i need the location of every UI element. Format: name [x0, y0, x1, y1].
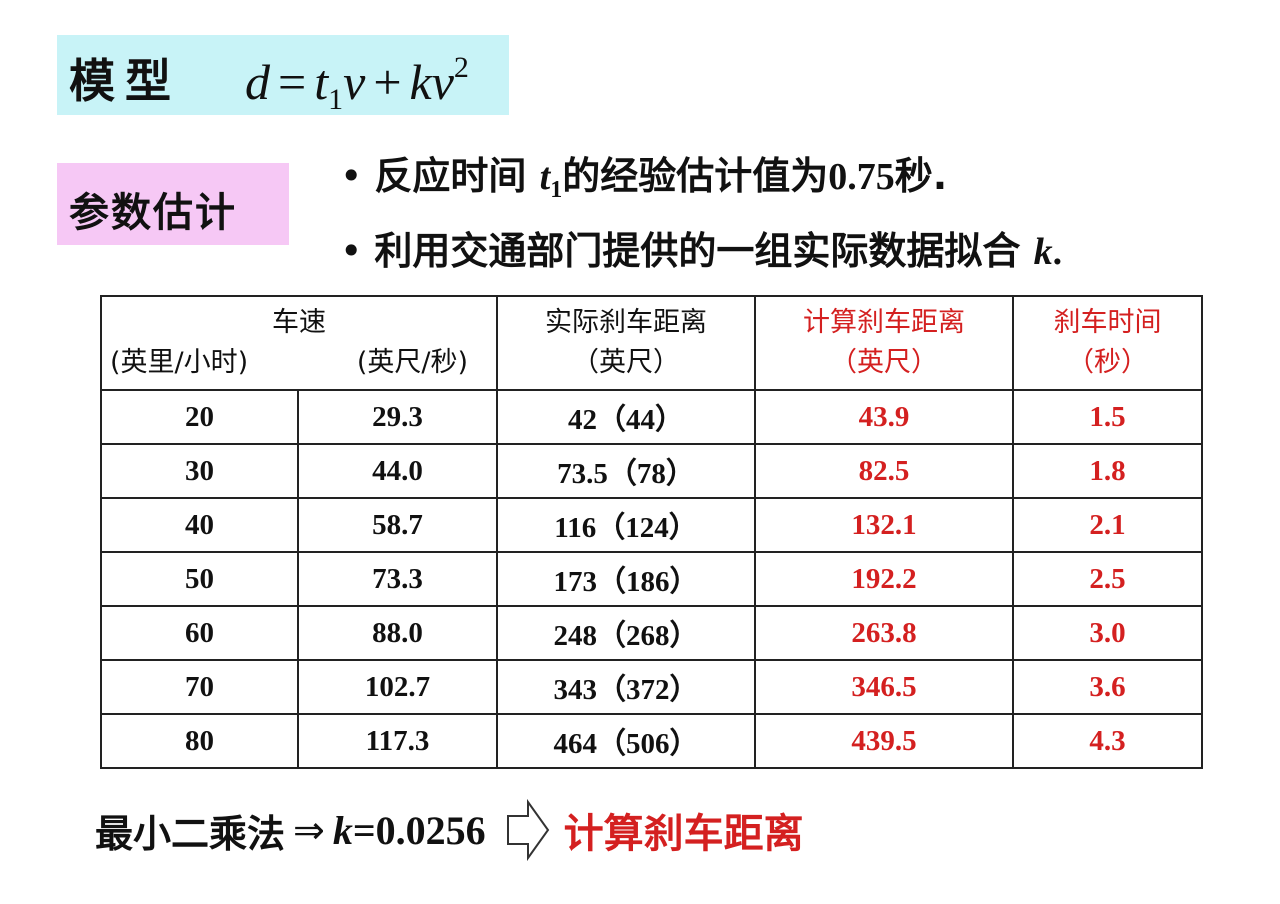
param-box: 参数估计	[57, 163, 289, 245]
cell-calc: 439.5	[754, 713, 1014, 769]
cell-calc: 82.5	[754, 443, 1014, 499]
bullet-reaction-time: • 反应时间 t1的经验估计值为0.75秒.	[340, 145, 947, 204]
bullet1-post: 秒.	[894, 154, 948, 198]
cell-mph: 70	[100, 659, 299, 715]
table-row: 80 117.3 464（506） 439.5 4.3	[100, 713, 1203, 769]
header-calc-line2: （英尺）	[830, 347, 938, 378]
cell-calc: 132.1	[754, 497, 1014, 553]
header-speed: 车速 (英里/小时) (英尺/秒)	[100, 295, 498, 391]
header-calc-line1: 计算刹车距离	[803, 307, 965, 338]
formula-t-sub: 1	[328, 83, 344, 116]
implies-arrow-icon: ⇒	[293, 808, 325, 852]
bullet-fit-k: • 利用交通部门提供的一组实际数据拟合 k.	[340, 220, 1062, 275]
cell-fps: 44.0	[297, 443, 498, 499]
cell-mph: 40	[100, 497, 299, 553]
model-label: 模型	[69, 54, 181, 108]
cell-time: 3.0	[1012, 605, 1203, 661]
model-formula: d = t1v + kv2	[245, 51, 469, 117]
cell-time: 3.6	[1012, 659, 1203, 715]
table-row: 40 58.7 116（124） 132.1 2.1	[100, 497, 1203, 553]
cell-fps: 58.7	[297, 497, 498, 553]
table-row: 20 29.3 42（44） 43.9 1.5	[100, 389, 1203, 445]
formula-plus: +	[373, 54, 402, 110]
cell-calc: 43.9	[754, 389, 1014, 445]
cell-fps: 73.3	[297, 551, 498, 607]
param-label: 参数估计	[69, 190, 237, 236]
table-header-row: 车速 (英里/小时) (英尺/秒) 实际刹车距离 （英尺） 计算刹车距离 （英尺…	[100, 295, 1203, 391]
formula-exp: 2	[453, 51, 469, 84]
bullet1-num: 0.75	[828, 156, 895, 198]
cell-mph: 60	[100, 605, 299, 661]
cell-time: 4.3	[1012, 713, 1203, 769]
cell-calc: 346.5	[754, 659, 1014, 715]
table-row: 50 73.3 173（186） 192.2 2.5	[100, 551, 1203, 607]
hollow-right-arrow-icon	[506, 798, 549, 862]
cell-fps: 29.3	[297, 389, 498, 445]
bullet-dot: •	[340, 154, 363, 198]
cell-time: 2.1	[1012, 497, 1203, 553]
cell-actual: 116（124）	[496, 497, 756, 553]
cell-calc: 192.2	[754, 551, 1014, 607]
formula-v1: v	[343, 54, 366, 110]
header-calc: 计算刹车距离 （英尺）	[754, 295, 1014, 391]
bullet1-var: t	[539, 156, 551, 198]
header-actual-line1: 实际刹车距离	[545, 307, 707, 338]
cell-actual: 173（186）	[496, 551, 756, 607]
bullet2-var: k	[1033, 231, 1053, 273]
cell-actual: 73.5（78）	[496, 443, 756, 499]
header-time: 刹车时间 （秒）	[1012, 295, 1203, 391]
header-actual: 实际刹车距离 （英尺）	[496, 295, 756, 391]
cell-mph: 20	[100, 389, 299, 445]
footer-conclusion: 最小二乘法 ⇒ k=0.0256 计算刹车距离	[95, 798, 804, 862]
cell-mph: 80	[100, 713, 299, 769]
formula-eq: =	[278, 54, 307, 110]
braking-table: 车速 (英里/小时) (英尺/秒) 实际刹车距离 （英尺） 计算刹车距离 （英尺…	[100, 295, 1203, 769]
formula-t: t	[314, 54, 329, 110]
cell-time: 1.5	[1012, 389, 1203, 445]
cell-actual: 42（44）	[496, 389, 756, 445]
cell-time: 1.8	[1012, 443, 1203, 499]
k-result: k=0.0256	[333, 807, 486, 854]
cell-calc: 263.8	[754, 605, 1014, 661]
formula-d: d	[245, 54, 270, 110]
header-time-line1: 刹车时间	[1053, 307, 1162, 338]
bullet1-mid: 的经验估计值为	[562, 154, 829, 198]
calc-distance-label: 计算刹车距离	[563, 811, 804, 857]
formula-k: k	[409, 54, 432, 110]
bullet1-pre: 反应时间	[374, 154, 527, 198]
cell-fps: 102.7	[297, 659, 498, 715]
cell-mph: 50	[100, 551, 299, 607]
k-var: k	[332, 807, 353, 853]
cell-actual: 464（506）	[496, 713, 756, 769]
header-speed-title: 车速	[272, 307, 326, 338]
header-actual-line2: （英尺）	[572, 347, 680, 378]
cell-mph: 30	[100, 443, 299, 499]
bullet2-post: .	[1052, 231, 1063, 273]
header-mph: (英里/小时)	[110, 347, 249, 378]
k-value: =0.0256	[352, 807, 486, 853]
header-time-line2: （秒）	[1067, 347, 1148, 378]
model-box: 模型 d = t1v + kv2	[57, 35, 509, 117]
cell-fps: 117.3	[297, 713, 498, 769]
table-row: 70 102.7 343（372） 346.5 3.6	[100, 659, 1203, 715]
cell-actual: 343（372）	[496, 659, 756, 715]
bullet2-pre: 利用交通部门提供的一组实际数据拟合	[374, 229, 1021, 273]
formula-v2: v	[431, 54, 454, 110]
cell-time: 2.5	[1012, 551, 1203, 607]
least-squares-label: 最小二乘法	[95, 811, 286, 856]
cell-actual: 248（268）	[496, 605, 756, 661]
table-row: 30 44.0 73.5（78） 82.5 1.8	[100, 443, 1203, 499]
bullet1-sub: 1	[550, 177, 563, 203]
cell-fps: 88.0	[297, 605, 498, 661]
header-fps: (英尺/秒)	[356, 347, 468, 378]
table-row: 60 88.0 248（268） 263.8 3.0	[100, 605, 1203, 661]
bullet-dot: •	[340, 229, 363, 273]
